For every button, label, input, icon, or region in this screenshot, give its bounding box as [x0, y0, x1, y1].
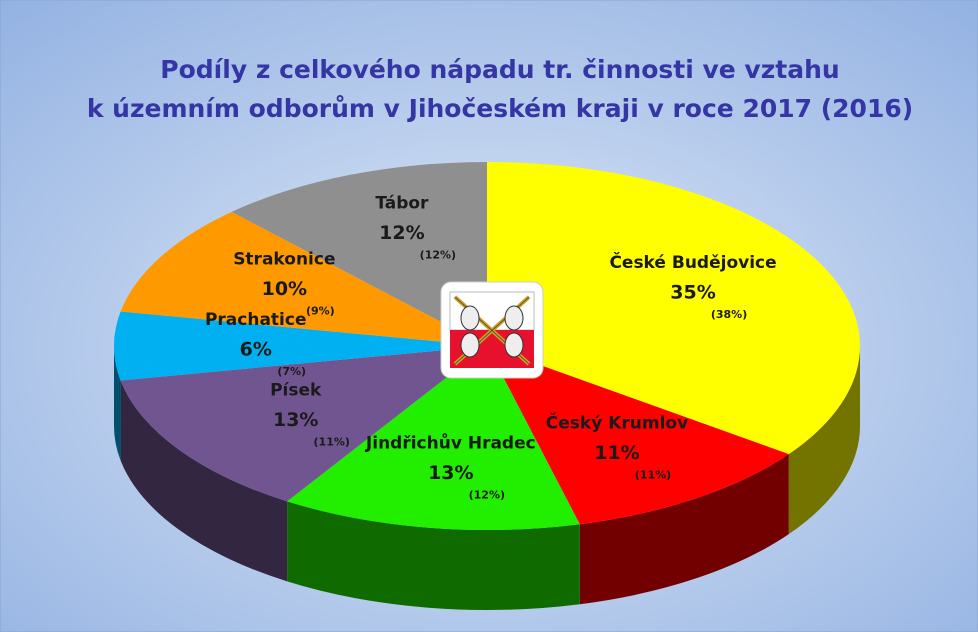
slice — [487, 346, 789, 525]
value-label: 6% — [240, 339, 272, 361]
slice-side — [287, 501, 580, 610]
pie — [114, 162, 861, 610]
previous-value-label: (12%) — [420, 249, 456, 262]
slice-name: Tábor — [375, 194, 429, 214]
chart-title: k územním odborům v Jihočeském kraji v r… — [87, 94, 913, 123]
previous-value-label: (11%) — [314, 435, 350, 448]
previous-value-label: (38%) — [711, 308, 747, 321]
value-label: 10% — [262, 278, 307, 300]
slice-side — [579, 454, 789, 605]
value-label: 13% — [428, 462, 473, 484]
previous-value-label: (9%) — [306, 305, 335, 318]
value-label: 11% — [594, 442, 639, 464]
previous-value-label: (11%) — [635, 468, 671, 481]
slice — [231, 162, 487, 346]
emblem — [440, 281, 544, 379]
slice-name: Jindřichův Hradec — [365, 432, 536, 454]
slice — [487, 162, 861, 455]
previous-value-label: (7%) — [277, 365, 306, 378]
slice-name: Strakonice — [233, 250, 335, 270]
slice — [287, 346, 580, 531]
slice — [114, 311, 487, 381]
slice-name: Prachatice — [205, 310, 307, 330]
chart-title: Podíly z celkového nápadu tr. činnosti v… — [160, 55, 839, 84]
slice-side — [788, 346, 860, 535]
slice — [120, 346, 487, 502]
labels: České Budějovice 35% (38%) Český Krumlov 11%… — [205, 194, 777, 502]
slice-name: České Budějovice — [609, 251, 776, 273]
slice-name: Písek — [270, 380, 322, 400]
value-label: 12% — [379, 222, 424, 244]
value-label: 13% — [273, 409, 318, 431]
value-label: 35% — [670, 282, 715, 304]
slice-name: Český Krumlov — [546, 411, 688, 433]
slice-side — [120, 380, 288, 582]
slice — [120, 211, 487, 346]
slice-side — [114, 346, 121, 461]
previous-value-label: (12%) — [469, 489, 505, 502]
